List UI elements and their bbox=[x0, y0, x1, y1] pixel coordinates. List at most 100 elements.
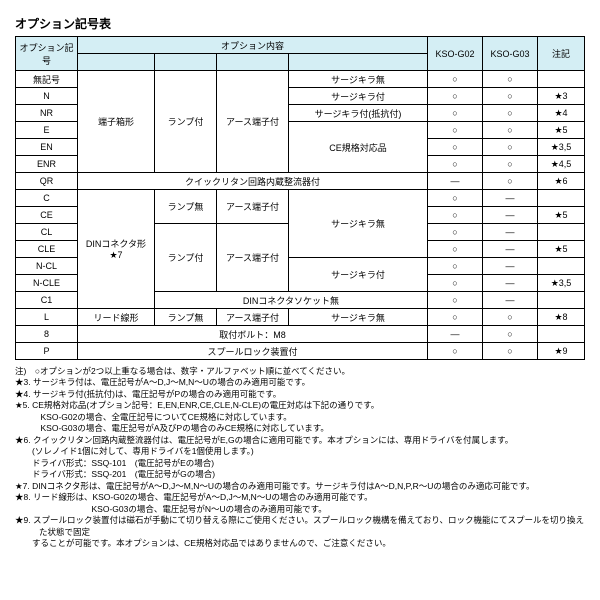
note-6a: (ソレノイド1個に対して、専用ドライバを1個使用します。) bbox=[15, 446, 585, 457]
c: ○ bbox=[428, 88, 483, 105]
c: ○ bbox=[428, 241, 483, 258]
n: ★9 bbox=[538, 343, 585, 360]
c: ○ bbox=[428, 343, 483, 360]
code-ce: CE bbox=[16, 207, 78, 224]
note-5: ★5. CE規格対応品(オプション記号：E,EN,ENR,CE,CLE,N-CL… bbox=[15, 400, 585, 411]
lamp-off: ランプ無 bbox=[155, 309, 217, 326]
surge-none: サージキラ無 bbox=[289, 309, 428, 326]
option-table: オプション記号 オプション内容 KSO-G02 KSO-G03 注記 無記号端子… bbox=[15, 36, 585, 360]
n: ★3,5 bbox=[538, 275, 585, 292]
code-l: L bbox=[16, 309, 78, 326]
note-4: ★4. サージキラ付(抵抗付)は、電圧記号がPの場合のみ適用可能です。 bbox=[15, 389, 585, 400]
n bbox=[538, 292, 585, 309]
c: ○ bbox=[483, 156, 538, 173]
lamp-on: ランプ付 bbox=[155, 71, 217, 173]
n: ★8 bbox=[538, 309, 585, 326]
earth-terminal: アース端子付 bbox=[217, 224, 289, 292]
code-qr: QR bbox=[16, 173, 78, 190]
code-ncle: N-CLE bbox=[16, 275, 78, 292]
ce-std: CE規格対応品 bbox=[289, 122, 428, 173]
n: ★5 bbox=[538, 207, 585, 224]
note-8a: KSO-G03の場合、電圧記号がN～Uの場合のみ適用可能です。 bbox=[15, 504, 585, 515]
c: ○ bbox=[428, 207, 483, 224]
note-5b: KSO-G03の場合、電圧記号がA及びPの場合のみCE規格に対応しています。 bbox=[15, 423, 585, 434]
earth-terminal: アース端子付 bbox=[217, 190, 289, 224]
din-socket-none: DINコネクタソケット無 bbox=[155, 292, 428, 309]
hdr-content: オプション内容 bbox=[78, 37, 428, 54]
earth-terminal: アース端子付 bbox=[217, 71, 289, 173]
code-cle: CLE bbox=[16, 241, 78, 258]
c: ○ bbox=[483, 122, 538, 139]
code-e: E bbox=[16, 122, 78, 139]
spool-lock: スプールロック装置付 bbox=[78, 343, 428, 360]
code-n: N bbox=[16, 88, 78, 105]
n bbox=[538, 224, 585, 241]
d: — bbox=[483, 241, 538, 258]
n: ★6 bbox=[538, 173, 585, 190]
earth-terminal: アース端子付 bbox=[217, 309, 289, 326]
d: — bbox=[483, 224, 538, 241]
note-0: 注) ○オプションが2つ以上重なる場合は、数字・アルファベット順に並べてください… bbox=[15, 366, 585, 377]
bolt-m8: 取付ボルト：M8 bbox=[78, 326, 428, 343]
n: ★4 bbox=[538, 105, 585, 122]
c: ○ bbox=[428, 292, 483, 309]
notes-section: 注) ○オプションが2つ以上重なる場合は、数字・アルファベット順に並べてください… bbox=[15, 366, 585, 550]
note-6b: ドライバ形式：SSQ-101 (電圧記号がEの場合) bbox=[15, 458, 585, 469]
c: ○ bbox=[428, 258, 483, 275]
c: ○ bbox=[428, 139, 483, 156]
surge-none: サージキラ無 bbox=[289, 71, 428, 88]
c: ○ bbox=[428, 224, 483, 241]
c: ○ bbox=[483, 88, 538, 105]
code-8: 8 bbox=[16, 326, 78, 343]
surge-r: サージキラ付(抵抗付) bbox=[289, 105, 428, 122]
code-en: EN bbox=[16, 139, 78, 156]
code-none: 無記号 bbox=[16, 71, 78, 88]
d: — bbox=[428, 326, 483, 343]
note-6: ★6. クイックリタン回路内蔵整流器付は、電圧記号がE,Gの場合に適用可能です。… bbox=[15, 435, 585, 446]
code-ncl: N-CL bbox=[16, 258, 78, 275]
c: ○ bbox=[428, 105, 483, 122]
note-7: ★7. DINコネクタ形は、電圧記号がA～D,J～M,N～Uの場合のみ適用可能で… bbox=[15, 481, 585, 492]
d: — bbox=[483, 207, 538, 224]
d: — bbox=[483, 292, 538, 309]
code-p: P bbox=[16, 343, 78, 360]
note-9a: することが可能です。本オプションは、CE規格対応品ではありませんので、ご注意くだ… bbox=[15, 538, 585, 549]
note-3: ★3. サージキラ付は、電圧記号がA～D,J～M,N～Uの場合のみ適用可能です。 bbox=[15, 377, 585, 388]
c: ○ bbox=[428, 122, 483, 139]
d: — bbox=[483, 190, 538, 207]
n bbox=[538, 326, 585, 343]
surge-on: サージキラ付 bbox=[289, 88, 428, 105]
lamp-off: ランプ無 bbox=[155, 190, 217, 224]
d: — bbox=[428, 173, 483, 190]
c: ○ bbox=[483, 343, 538, 360]
c: ○ bbox=[483, 173, 538, 190]
n: ★3,5 bbox=[538, 139, 585, 156]
note-9: ★9. スプールロック装置付は磁石が手動にて切り替える際にご使用ください。スプー… bbox=[15, 515, 585, 538]
lead-wire: リード線形 bbox=[78, 309, 155, 326]
hdr-note: 注記 bbox=[538, 37, 585, 71]
n: ★5 bbox=[538, 122, 585, 139]
code-c: C bbox=[16, 190, 78, 207]
din-connector: DINコネクタ形 ★7 bbox=[78, 190, 155, 309]
c: ○ bbox=[483, 105, 538, 122]
c: ○ bbox=[428, 190, 483, 207]
d: — bbox=[483, 275, 538, 292]
code-nr: NR bbox=[16, 105, 78, 122]
hdr-g02: KSO-G02 bbox=[428, 37, 483, 71]
code-c1: C1 bbox=[16, 292, 78, 309]
n bbox=[538, 190, 585, 207]
c: ○ bbox=[483, 71, 538, 88]
hdr-g03: KSO-G03 bbox=[483, 37, 538, 71]
c: ○ bbox=[428, 156, 483, 173]
hdr-code: オプション記号 bbox=[16, 37, 78, 71]
c: ○ bbox=[483, 139, 538, 156]
note-8: ★8. リード線形は、KSO-G02の場合、電圧記号がA～D,J～M,N～Uの場… bbox=[15, 492, 585, 503]
c: ○ bbox=[483, 326, 538, 343]
n bbox=[538, 71, 585, 88]
n bbox=[538, 258, 585, 275]
code-cl: CL bbox=[16, 224, 78, 241]
code-enr: ENR bbox=[16, 156, 78, 173]
n: ★3 bbox=[538, 88, 585, 105]
surge-none: サージキラ無 bbox=[289, 190, 428, 258]
note-5a: KSO-G02の場合、全電圧記号についてCE規格に対応しています。 bbox=[15, 412, 585, 423]
